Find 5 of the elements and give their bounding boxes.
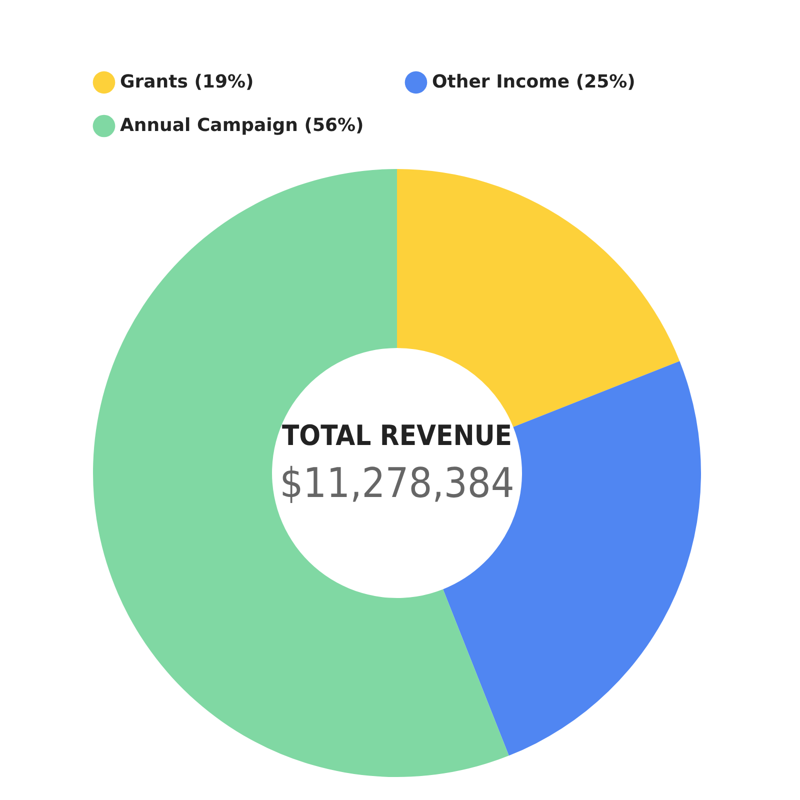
legend-label: Annual Campaign (56%) (120, 115, 364, 136)
text: TOTAL REVENUE (282, 419, 512, 452)
legend-label: Grants (19%) (120, 71, 254, 92)
legend-label: Other Income (25%) (432, 71, 636, 92)
text: $11,278,384 (280, 459, 514, 507)
